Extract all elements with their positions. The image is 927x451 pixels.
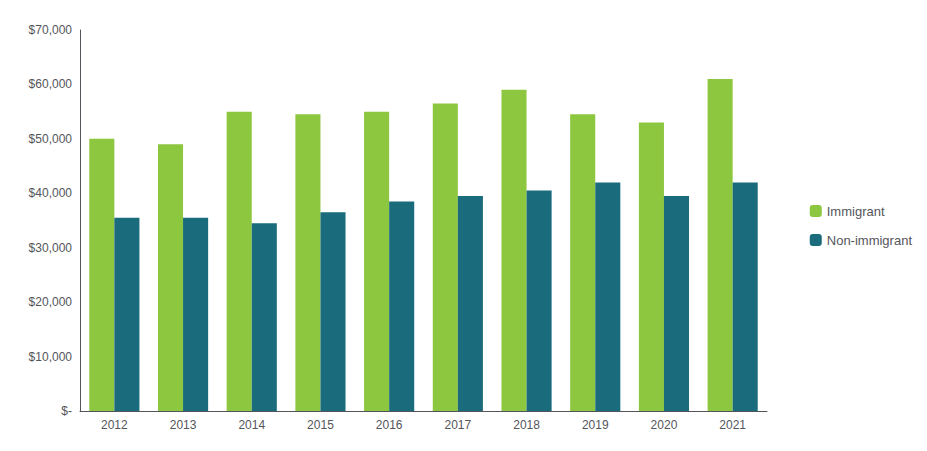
svg-text:2018: 2018	[513, 418, 540, 432]
svg-text:Immigrant: Immigrant	[827, 204, 885, 219]
svg-text:2014: 2014	[238, 418, 265, 432]
svg-text:2021: 2021	[719, 418, 746, 432]
svg-text:$70,000: $70,000	[29, 23, 73, 37]
svg-text:2020: 2020	[651, 418, 678, 432]
svg-text:$-: $-	[61, 404, 72, 418]
svg-text:2012: 2012	[101, 418, 128, 432]
svg-text:$40,000: $40,000	[29, 186, 73, 200]
svg-text:2019: 2019	[582, 418, 609, 432]
svg-text:$60,000: $60,000	[29, 77, 73, 91]
svg-text:$50,000: $50,000	[29, 132, 73, 146]
svg-text:$10,000: $10,000	[29, 350, 73, 364]
svg-text:Non-immigrant: Non-immigrant	[827, 233, 913, 248]
svg-text:$30,000: $30,000	[29, 241, 73, 255]
svg-text:$20,000: $20,000	[29, 295, 73, 309]
svg-text:2016: 2016	[376, 418, 403, 432]
svg-text:2013: 2013	[170, 418, 197, 432]
svg-text:2015: 2015	[307, 418, 334, 432]
svg-text:2017: 2017	[444, 418, 471, 432]
